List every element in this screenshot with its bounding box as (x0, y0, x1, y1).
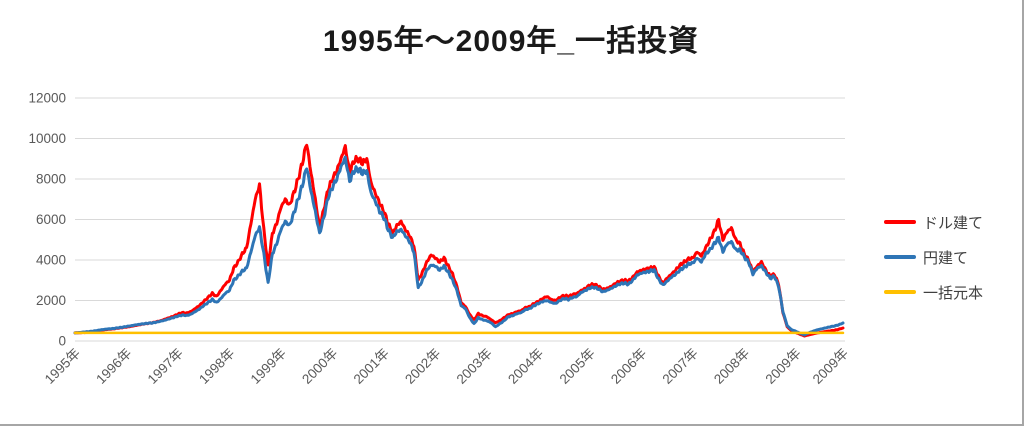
x-axis-tick-label: 2009年 (810, 346, 851, 387)
y-axis-tick-label: 0 (58, 334, 66, 349)
x-axis-tick-label: 2002年 (402, 346, 443, 387)
x-axis-tick-label: 2005年 (557, 346, 598, 387)
x-axis-tick-label: 2008年 (711, 346, 752, 387)
x-axis-tick-label: 1999年 (248, 346, 289, 387)
x-axis-tick-label: 2001年 (351, 346, 392, 387)
legend-swatch-dollar (884, 220, 916, 224)
y-axis-tick-label: 4000 (36, 253, 66, 268)
dollar-series-line (73, 143, 845, 338)
x-axis-tick-label: 1998年 (196, 346, 237, 387)
y-axis-tick-label: 6000 (36, 212, 66, 227)
x-axis-tick-label: 1995年 (42, 346, 83, 387)
x-axis-tick-label: 2007年 (660, 346, 701, 387)
y-axis-tick-label: 8000 (36, 172, 66, 187)
legend-swatch-principal (884, 290, 916, 294)
legend-label-dollar: ドル建て (923, 214, 984, 232)
x-axis-tick-label: 2006年 (608, 346, 649, 387)
legend-item-dollar: ドル建て (884, 212, 983, 232)
legend-label-principal: 一括元本 (923, 284, 984, 302)
legend-item-yen: 円建て (884, 247, 983, 267)
chart-legend: ドル建て円建て一括元本 (884, 212, 983, 302)
x-axis-tick-label: 2000年 (299, 346, 340, 387)
y-axis-tick-label: 2000 (36, 293, 66, 308)
x-axis-tick-label: 1996年 (93, 346, 134, 387)
legend-swatch-yen (884, 255, 916, 259)
legend-label-yen: 円建て (923, 249, 969, 267)
chart-title: 1995年～2009年_一括投資 (322, 25, 700, 58)
x-axis-tick-label: 1997年 (145, 346, 186, 387)
y-axis-tick-label: 12000 (28, 91, 66, 106)
yen-series-line (73, 155, 845, 337)
x-axis-tick-label: 2004年 (505, 346, 546, 387)
x-axis-tick-label: 2003年 (454, 346, 495, 387)
y-axis-tick-label: 10000 (28, 131, 66, 146)
legend-item-principal: 一括元本 (884, 282, 983, 302)
x-axis-tick-label: 2009年 (763, 346, 804, 387)
